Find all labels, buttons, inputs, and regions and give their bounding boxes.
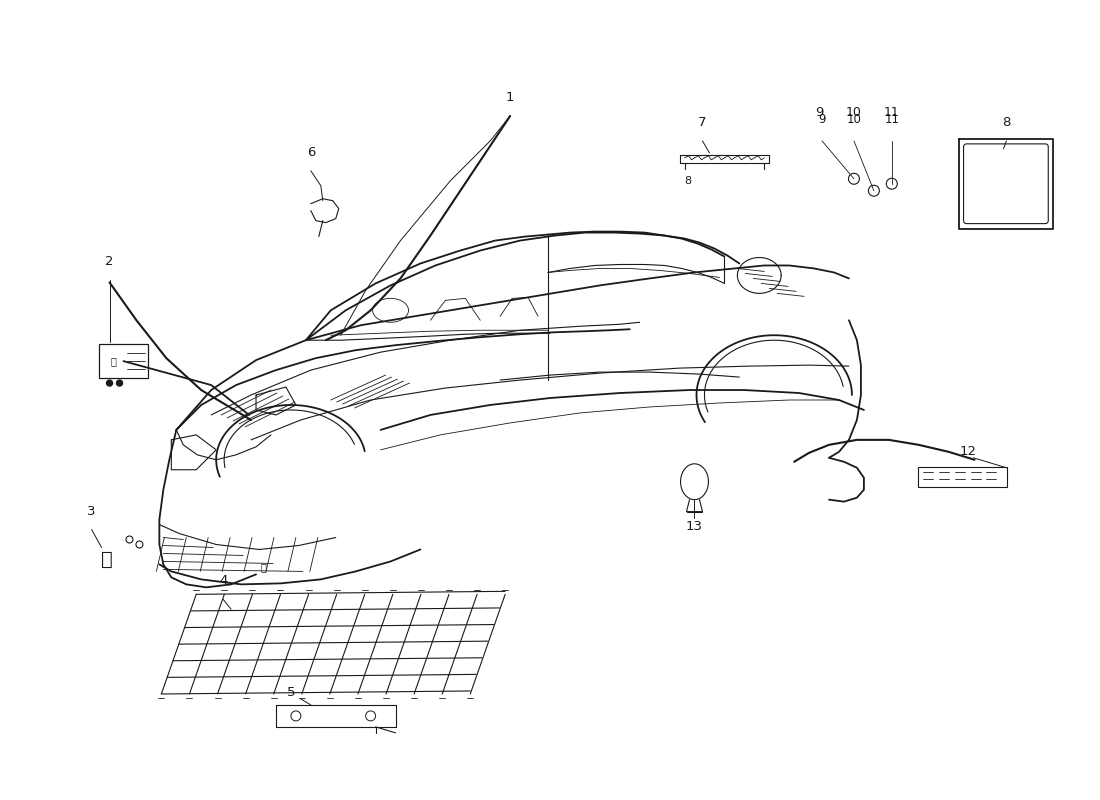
Text: 4: 4	[219, 574, 228, 587]
Text: 5: 5	[287, 686, 295, 699]
Text: 🐴: 🐴	[111, 356, 117, 366]
Circle shape	[107, 380, 112, 386]
Text: 10: 10	[846, 106, 862, 119]
FancyBboxPatch shape	[99, 344, 148, 378]
Text: 13: 13	[686, 519, 703, 533]
Text: 🐎: 🐎	[101, 550, 112, 569]
Text: 3: 3	[87, 505, 96, 518]
Circle shape	[117, 380, 122, 386]
Circle shape	[868, 186, 879, 196]
Text: 1: 1	[506, 91, 515, 104]
Text: 7: 7	[698, 116, 706, 129]
Text: 10: 10	[847, 113, 861, 126]
FancyBboxPatch shape	[964, 144, 1048, 224]
Text: 9: 9	[818, 113, 826, 126]
Circle shape	[887, 178, 898, 190]
Text: 9: 9	[815, 106, 823, 119]
Text: 8: 8	[1002, 116, 1011, 129]
Text: 8: 8	[684, 176, 691, 186]
Text: 2: 2	[106, 255, 113, 269]
Text: 12: 12	[960, 445, 977, 458]
Text: 11: 11	[884, 113, 900, 126]
Circle shape	[848, 174, 859, 184]
Text: 🐎: 🐎	[260, 562, 266, 573]
Text: 6: 6	[307, 146, 315, 159]
FancyBboxPatch shape	[917, 466, 1008, 486]
Text: 11: 11	[884, 106, 900, 119]
